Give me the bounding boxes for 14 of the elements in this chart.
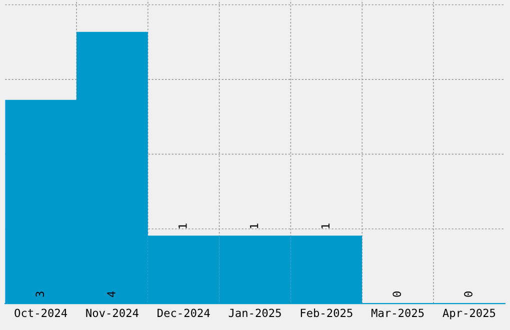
data-label: 0 bbox=[464, 292, 472, 297]
x-tick-label: Feb-2025 bbox=[300, 308, 352, 318]
data-label: 3 bbox=[36, 292, 44, 297]
x-tick-label: Mar-2025 bbox=[372, 308, 424, 318]
data-label: 4 bbox=[107, 291, 116, 297]
x-tick-label: Dec-2024 bbox=[158, 308, 210, 318]
x-tick-label: Nov-2024 bbox=[86, 308, 138, 318]
data-label: 1 bbox=[250, 224, 258, 228]
data-label: 1 bbox=[321, 224, 330, 228]
data-label: 1 bbox=[178, 224, 187, 228]
x-tick-label: Jan-2025 bbox=[228, 308, 281, 318]
x-tick-label: Oct-2024 bbox=[14, 308, 68, 318]
data-label: 0 bbox=[392, 292, 402, 297]
x-tick-label: Apr-2025 bbox=[442, 308, 496, 320]
